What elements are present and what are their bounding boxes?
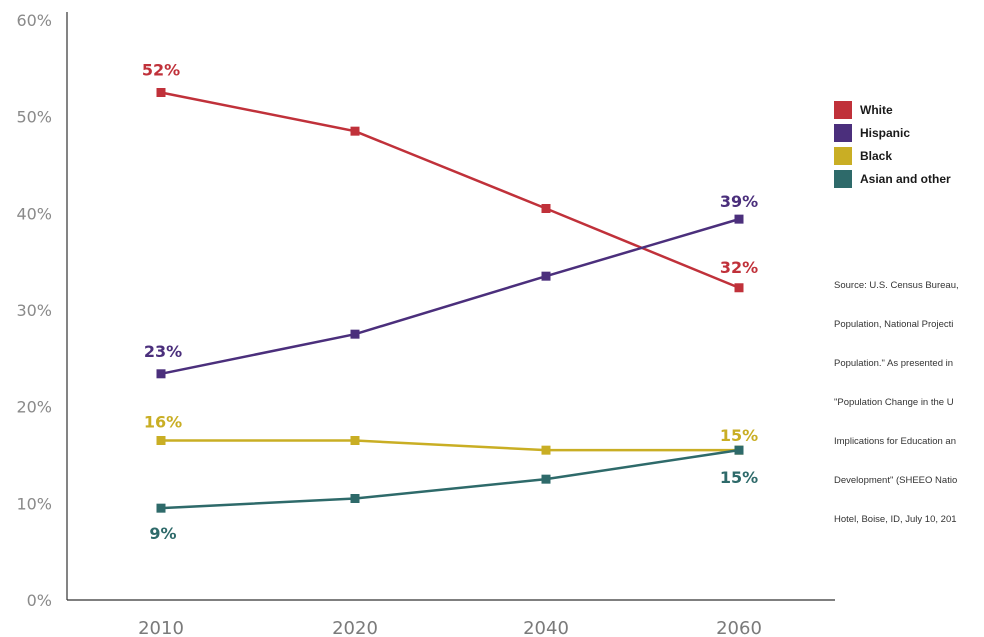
source-line: Population." As presented in	[834, 358, 954, 369]
series-line-black	[161, 439, 739, 452]
data-point-black	[541, 445, 551, 455]
x-tick-label: 2010	[138, 618, 184, 637]
series-line-white	[160, 91, 740, 289]
y-tick-label: 30%	[16, 301, 52, 320]
source-note: Source: U.S. Census Bureau, Population, …	[834, 253, 984, 539]
data-point-asian-and-other	[541, 474, 551, 484]
x-tick-label: 2020	[332, 618, 378, 637]
legend-swatch-asian-and-other	[834, 169, 852, 188]
legend-label-white: White	[860, 102, 893, 117]
data-point-hispanic	[541, 271, 551, 281]
data-point-asian-and-other	[350, 494, 360, 503]
source-line: Implications for Education an	[834, 436, 956, 447]
legend-item-white: White	[834, 98, 951, 121]
data-point-asian-and-other	[156, 503, 166, 513]
source-line: Population, National Projecti	[834, 319, 954, 330]
y-tick-label: 0%	[27, 591, 52, 610]
data-point-white	[350, 126, 360, 136]
y-tick-label: 50%	[16, 108, 52, 127]
legend-swatch-black	[834, 146, 852, 165]
data-label-asian-and-other: 9%	[149, 524, 176, 543]
legend-item-asian-and-other: Asian and other	[834, 167, 951, 190]
data-point-hispanic	[350, 329, 360, 339]
source-line: Source: U.S. Census Bureau,	[834, 280, 959, 291]
source-line: Hotel, Boise, ID, July 10, 201	[834, 514, 957, 525]
chart-legend: White Hispanic Black Asian and other	[834, 98, 951, 190]
data-point-asian-and-other	[734, 445, 744, 455]
x-tick-label: 2060	[716, 618, 762, 637]
y-tick-label: 40%	[16, 204, 52, 223]
data-point-hispanic	[734, 214, 744, 224]
data-point-black	[350, 436, 360, 445]
data-label-hispanic: 23%	[144, 342, 182, 361]
data-label-asian-and-other: 15%	[720, 468, 758, 487]
legend-label-asian-and-other: Asian and other	[860, 171, 951, 186]
source-line: Development" (SHEEO Natio	[834, 475, 958, 486]
y-tick-label: 60%	[16, 11, 52, 30]
y-tick-label: 10%	[16, 494, 52, 513]
data-point-white	[541, 204, 551, 213]
series-line-hispanic	[160, 217, 740, 376]
series-line-asian-and-other	[160, 448, 740, 510]
data-point-white	[734, 283, 744, 293]
legend-label-hispanic: Hispanic	[860, 125, 911, 140]
data-label-white: 32%	[720, 258, 758, 277]
legend-swatch-hispanic	[834, 123, 852, 142]
data-label-hispanic: 39%	[720, 192, 758, 211]
data-label-black: 16%	[144, 413, 182, 432]
y-tick-label: 20%	[16, 398, 52, 417]
legend-swatch-white	[834, 100, 852, 119]
data-point-white	[156, 88, 166, 97]
data-point-hispanic	[156, 369, 166, 379]
data-label-black: 15%	[720, 426, 758, 445]
legend-item-black: Black	[834, 144, 951, 167]
x-tick-label: 2040	[523, 618, 569, 637]
data-label-white: 52%	[142, 61, 180, 80]
legend-label-black: Black	[860, 148, 893, 163]
legend-item-hispanic: Hispanic	[834, 121, 951, 144]
data-point-black	[156, 436, 166, 445]
source-line: "Population Change in the U	[834, 397, 954, 408]
